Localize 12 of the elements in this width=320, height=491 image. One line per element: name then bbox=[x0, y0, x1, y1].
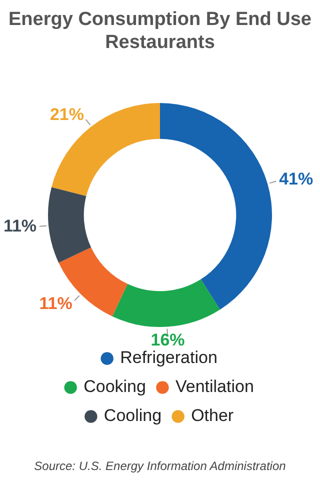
chart-title: Energy Consumption By End Use Restaurants bbox=[8, 8, 312, 55]
legend-label: Ventilation bbox=[175, 377, 254, 396]
data-label: 41% bbox=[279, 170, 314, 189]
legend-label: Cooking bbox=[84, 377, 146, 396]
data-label: 21% bbox=[50, 105, 84, 124]
legend-label: Refrigeration bbox=[120, 348, 218, 368]
data-label: 11% bbox=[39, 294, 72, 313]
data-label: 11% bbox=[3, 216, 37, 236]
legend-label: Cooling bbox=[104, 406, 162, 426]
legend-label: Other bbox=[191, 406, 234, 426]
data-label: 16% bbox=[150, 330, 185, 350]
source-note: Source: U.S. Energy Information Administration bbox=[33, 459, 287, 473]
